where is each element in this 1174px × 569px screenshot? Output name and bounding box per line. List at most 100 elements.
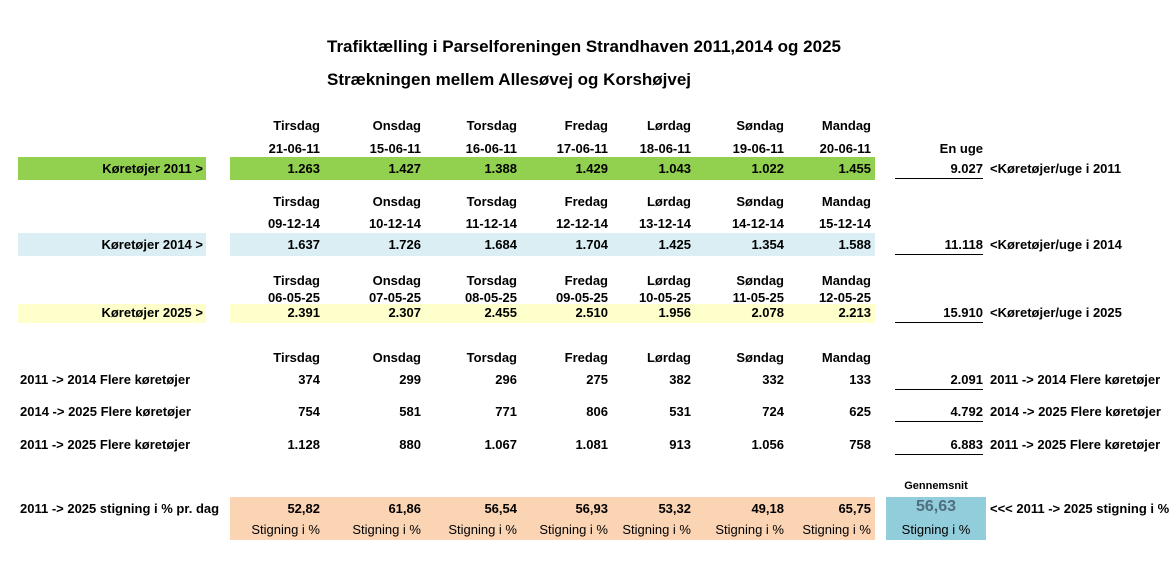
- compare-day-header: Onsdag: [372, 350, 421, 365]
- block2025-date: 06-05-25: [267, 290, 320, 305]
- compare-row-2-value: 806: [586, 404, 608, 419]
- increase-value: 56,54: [484, 501, 517, 516]
- compare-row-3-value: 880: [399, 437, 421, 452]
- compare-row-3-value: 1.067: [484, 437, 517, 452]
- row-label-increase: 2011 -> 2025 stigning i % pr. dag: [20, 501, 220, 516]
- band-2014-values: [230, 233, 875, 256]
- block2025-value: 2.391: [287, 305, 320, 320]
- increase-value: 53,32: [658, 501, 691, 516]
- block2025-day-header: Torsdag: [466, 273, 517, 288]
- block2014-value: 1.726: [388, 237, 421, 252]
- block2014-day-header: Torsdag: [466, 194, 517, 209]
- block2014-date: 10-12-14: [368, 216, 421, 231]
- total-compare-2: 4.792: [950, 404, 983, 419]
- row-label-2011: Køretøjer 2011 >: [102, 161, 203, 176]
- block2011-date: 15-06-11: [369, 141, 421, 156]
- compare-row-3-value: 758: [849, 437, 871, 452]
- compare-day-header: Lørdag: [646, 350, 691, 365]
- increase-sub-label: Stigning i %: [802, 522, 871, 537]
- block2011-day-header: Tirsdag: [273, 118, 320, 133]
- total-2014: 11.118: [944, 237, 983, 252]
- band-2014-label: [18, 233, 206, 256]
- block2011-value: 1.455: [838, 161, 871, 176]
- block2025-date: 12-05-25: [818, 290, 871, 305]
- compare-row-1-value: 299: [399, 372, 421, 387]
- block2011-value: 1.388: [484, 161, 517, 176]
- block2014-value: 1.588: [838, 237, 871, 252]
- total-2025: 15.910: [943, 305, 983, 320]
- increase-value: 52,82: [287, 501, 320, 516]
- block2025-date: 10-05-25: [638, 290, 691, 305]
- block2025-day-header: Onsdag: [372, 273, 421, 288]
- total-compare-2-underline: [895, 421, 983, 422]
- page-title: Trafiktælling i Parselforeningen Strandh…: [327, 37, 841, 56]
- block2011-value: 1.043: [658, 161, 691, 176]
- note-2025: <Køretøjer/uge i 2025: [990, 305, 1122, 320]
- compare-row-2-value: 771: [495, 404, 517, 419]
- average-sub-label: Stigning i %: [901, 522, 971, 537]
- average-value: 56,63: [915, 498, 957, 515]
- compare-row-2-value: 581: [399, 404, 421, 419]
- compare-row-1-value: 374: [298, 372, 320, 387]
- block2011-day-header: Fredag: [564, 118, 608, 133]
- block2011-date: 20-06-11: [819, 141, 871, 156]
- row-label-compare-3: 2011 -> 2025 Flere køretøjer: [20, 437, 191, 452]
- block2011-day-header: Lørdag: [646, 118, 691, 133]
- block2014-date: 11-12-14: [465, 216, 517, 231]
- total-2011-underline: [895, 178, 983, 179]
- block2014-day-header: Onsdag: [372, 194, 421, 209]
- average-header: Gennemsnit: [904, 480, 968, 492]
- total-2011: 9.027: [950, 161, 983, 176]
- compare-row-2-value: 754: [298, 404, 320, 419]
- block2025-day-header: Fredag: [564, 273, 608, 288]
- compare-row-3-value: 913: [669, 437, 691, 452]
- block2025-day-header: Mandag: [821, 273, 871, 288]
- band-2011-values: [230, 157, 875, 180]
- band-2025-label: [18, 304, 206, 323]
- block2011-day-header: Søndag: [736, 118, 784, 133]
- block2014-day-header: Lørdag: [646, 194, 691, 209]
- block2014-day-header: Mandag: [821, 194, 871, 209]
- band-2025-values: [230, 304, 875, 323]
- compare-row-1-value: 382: [669, 372, 691, 387]
- block2011-value: 1.427: [388, 161, 421, 176]
- compare-row-1-value: 133: [849, 372, 871, 387]
- note-compare-1: 2011 -> 2014 Flere køretøjer: [990, 372, 1161, 387]
- block2025-date: 08-05-25: [464, 290, 517, 305]
- compare-row-2-value: 625: [849, 404, 871, 419]
- row-label-compare-2: 2014 -> 2025 Flere køretøjer: [20, 404, 191, 419]
- row-label-2025: Køretøjer 2025 >: [101, 305, 203, 320]
- band-2011-label: [18, 157, 206, 180]
- note-increase: <<< 2011 -> 2025 stigning i %: [990, 501, 1170, 516]
- block2025-day-header: Søndag: [736, 273, 784, 288]
- block2014-day-header: Tirsdag: [273, 194, 320, 209]
- increase-sub-label: Stigning i %: [352, 522, 421, 537]
- compare-day-header: Torsdag: [466, 350, 517, 365]
- note-compare-2: 2014 -> 2025 Flere køretøjer: [990, 404, 1161, 419]
- compare-row-3-value: 1.128: [287, 437, 320, 452]
- note-2011: <Køretøjer/uge i 2011: [990, 161, 1122, 176]
- block2014-value: 1.354: [751, 237, 784, 252]
- total-compare-1-underline: [895, 389, 983, 390]
- block2025-day-header: Lørdag: [646, 273, 691, 288]
- block2011-date: 16-06-11: [465, 141, 517, 156]
- total-compare-3: 6.883: [950, 437, 983, 452]
- block2025-value: 2.078: [751, 305, 784, 320]
- block2014-date: 09-12-14: [267, 216, 320, 231]
- block2014-date: 14-12-14: [731, 216, 784, 231]
- block2014-value: 1.684: [484, 237, 517, 252]
- block2014-value: 1.704: [575, 237, 608, 252]
- increase-sub-label: Stigning i %: [251, 522, 320, 537]
- block2011-date: 17-06-11: [556, 141, 608, 156]
- total-compare-3-underline: [895, 454, 983, 455]
- block2014-date: 15-12-14: [818, 216, 871, 231]
- compare-day-header: Tirsdag: [273, 350, 320, 365]
- compare-row-1-value: 296: [495, 372, 517, 387]
- block2025-date: 11-05-25: [732, 290, 784, 305]
- block2014-date: 13-12-14: [638, 216, 691, 231]
- increase-sub-label: Stigning i %: [715, 522, 784, 537]
- increase-value: 49,18: [751, 501, 784, 516]
- total-2025-underline: [895, 322, 983, 323]
- block2011-date: 21-06-11: [268, 141, 320, 156]
- block2014-day-header: Søndag: [736, 194, 784, 209]
